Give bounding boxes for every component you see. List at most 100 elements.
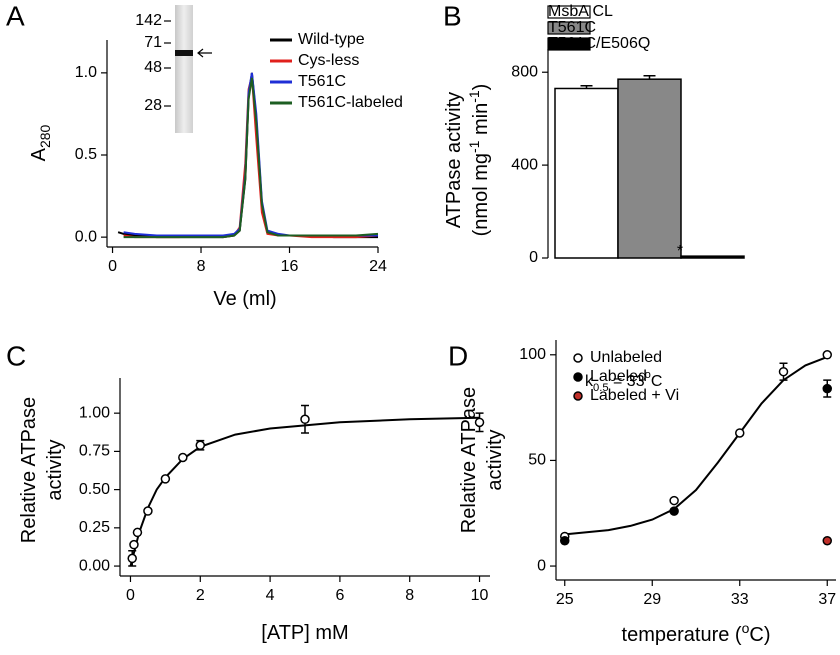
- y-tick-label: 400: [511, 156, 538, 173]
- legend-label: T561C: [298, 73, 346, 90]
- legend-label: T561C-labeled: [298, 94, 403, 111]
- x-tick-label: 29: [643, 591, 661, 608]
- legend-label: Unlabeled: [590, 349, 662, 366]
- x-tick-label: 25: [556, 591, 574, 608]
- legend-marker: [573, 391, 583, 401]
- point: [822, 535, 832, 546]
- annotation: k0.5 = 33oC: [585, 369, 662, 394]
- y-tick-label: 100: [519, 346, 546, 363]
- inset-label: 71: [144, 34, 162, 51]
- x-tick-label: 24: [369, 258, 387, 275]
- panel-label: D: [448, 340, 468, 371]
- y-tick-label: 1.00: [79, 404, 110, 421]
- panel-label: C: [6, 340, 26, 371]
- error-bar: [580, 84, 593, 89]
- panel-label: B: [443, 0, 462, 31]
- point: [195, 440, 206, 451]
- point: [160, 474, 171, 484]
- x-axis-label-part: temperature (: [622, 624, 742, 646]
- legend-label: MsbA CL: [548, 3, 613, 20]
- bar: [680, 255, 745, 259]
- gel-band: [175, 50, 193, 56]
- gel: [175, 5, 193, 133]
- x-axis-label-part: [ATP] mM: [261, 622, 348, 644]
- y-tick-label: 0.00: [79, 557, 110, 574]
- point: [822, 383, 832, 394]
- y-tick-label: 1.0: [75, 64, 97, 81]
- legend-label: Labeled: [590, 368, 647, 385]
- legend-swatch: [547, 37, 591, 51]
- y-axis-label: activity: [484, 429, 506, 490]
- fit-curve: [129, 416, 480, 567]
- inset-label: 28: [144, 97, 162, 114]
- x-axis-label-part: C): [749, 624, 770, 646]
- x-tick-label: 4: [266, 587, 275, 604]
- y-axis-label-part: -1: [466, 90, 482, 103]
- y-axis-label: ATPase activity: [443, 92, 465, 228]
- x-tick-label: 2: [196, 587, 205, 604]
- legend-label: T561C: [548, 19, 596, 36]
- legend-label: Cys-less: [298, 52, 359, 69]
- point: [560, 535, 570, 546]
- point: [735, 428, 745, 438]
- y-axis-label: A280: [28, 124, 52, 161]
- gel-arrow: [197, 48, 212, 58]
- x-axis-label: temperature (oC): [622, 620, 771, 647]
- point: [669, 495, 679, 506]
- point: [132, 527, 143, 538]
- legend-label: Wild-type: [298, 31, 365, 48]
- x-tick-label: 37: [818, 591, 836, 608]
- point: [474, 417, 485, 428]
- error-bar: [643, 74, 656, 80]
- x-tick-label: 8: [405, 587, 414, 604]
- inset-label: 48: [144, 59, 162, 76]
- y-tick-label: 0.75: [79, 443, 110, 460]
- y-tick-label: 0: [529, 249, 538, 266]
- annotation-part: 0.5: [593, 382, 609, 394]
- legend-label: Labeled + Vi: [590, 387, 679, 404]
- y-tick-label: 800: [511, 63, 538, 80]
- legend-marker: [573, 353, 583, 363]
- y-axis-label-part: (nmol mg: [470, 153, 492, 236]
- y-tick-label: 0: [537, 557, 546, 574]
- y-tick-label: 0.0: [75, 228, 97, 245]
- x-tick-label: 0: [126, 587, 135, 604]
- point: [300, 414, 310, 425]
- annotation-part: o: [645, 369, 651, 381]
- y-axis-label-part: 280: [37, 124, 53, 148]
- x-axis-label: [ATP] mM: [261, 622, 348, 644]
- point: [778, 366, 789, 377]
- legend-marker: [573, 372, 583, 382]
- y-tick-label: 0.25: [79, 519, 110, 536]
- point: [822, 350, 832, 360]
- panel-label: A: [6, 0, 25, 31]
- y-tick-label: 50: [528, 452, 546, 469]
- x-axis-label-part: o: [742, 620, 750, 636]
- y-axis-label: (nmol mg-1 min-1): [466, 84, 493, 237]
- x-tick-label: 6: [335, 587, 344, 604]
- legend-swatch: [547, 21, 591, 35]
- bar: [617, 78, 682, 259]
- y-axis-label-part: A: [28, 147, 50, 161]
- legend-swatch: [547, 5, 591, 19]
- x-axis-label-part: Ve (ml): [213, 288, 276, 310]
- y-axis-label-part: activity: [484, 429, 506, 490]
- x-tick-label: 16: [281, 258, 299, 275]
- x-tick-label: 0: [108, 258, 117, 275]
- x-tick-label: 10: [471, 587, 489, 604]
- y-axis-label-part: min: [470, 103, 492, 141]
- y-axis-label: activity: [44, 439, 66, 500]
- y-axis-label-part: Relative ATPase: [18, 397, 40, 543]
- legend-label: T561C/E506Q: [548, 35, 650, 52]
- bar: [554, 87, 619, 259]
- y-axis-label: Relative ATPase: [458, 387, 480, 533]
- point: [178, 452, 188, 463]
- y-axis-label-part: ATPase activity: [443, 92, 465, 228]
- y-axis-label-part: -1: [466, 140, 482, 153]
- annotation-part: = 33: [609, 373, 645, 390]
- y-axis-label: Relative ATPase: [18, 397, 40, 543]
- y-axis-label-part: Relative ATPase: [458, 387, 480, 533]
- point: [669, 506, 679, 516]
